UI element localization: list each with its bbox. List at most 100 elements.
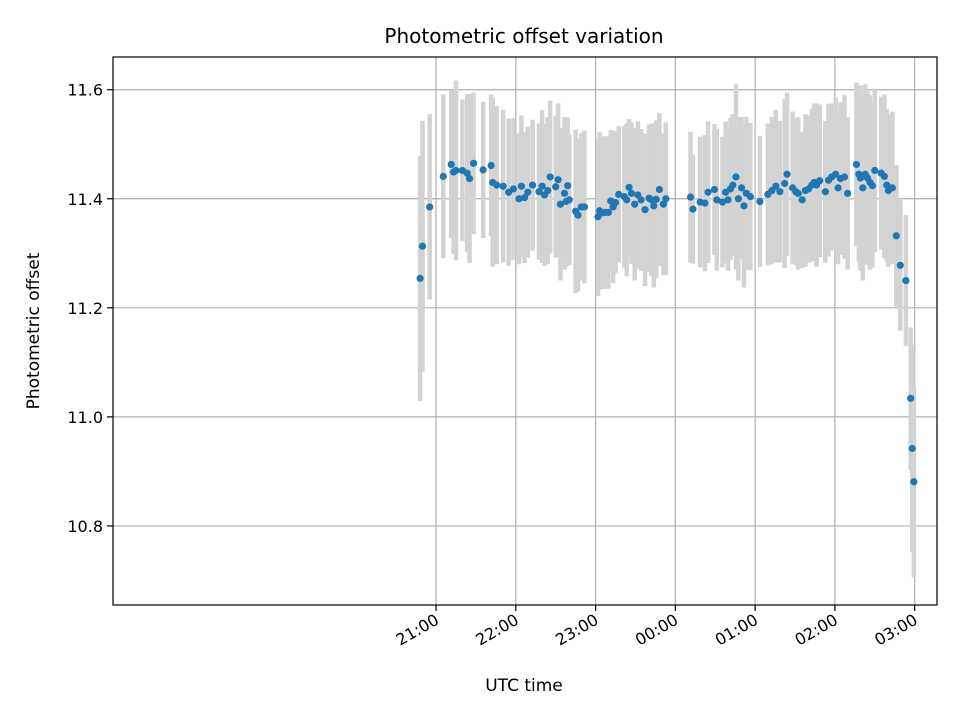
data-point (734, 195, 742, 203)
data-point (465, 174, 474, 183)
data-point (781, 179, 789, 188)
data-point (652, 195, 660, 203)
data-point (538, 182, 546, 190)
data-point (554, 176, 562, 184)
data-point (517, 182, 526, 190)
x-tick-label: 21:00 (393, 610, 442, 650)
data-point (746, 192, 754, 201)
data-point (883, 181, 891, 189)
data-point (499, 182, 507, 190)
x-tick-label: 23:00 (552, 610, 601, 650)
x-tick-label: 00:00 (632, 610, 681, 650)
data-point (479, 166, 487, 174)
data-point (907, 394, 915, 402)
data-point (631, 200, 639, 208)
data-point (902, 276, 910, 285)
data-point (713, 196, 721, 204)
data-point (783, 170, 791, 178)
data-point (710, 185, 719, 194)
data-point (452, 166, 460, 175)
data-point (565, 196, 573, 204)
plot-frame (112, 56, 938, 606)
data-point (650, 202, 658, 210)
data-point (662, 195, 670, 203)
data-point (892, 232, 900, 240)
data-point (493, 181, 501, 189)
data-point (659, 200, 667, 208)
y-tick-label: 11.4 (67, 190, 103, 209)
y-axis-ticks: 10.8 11.0 11.2 11.4 11.6 (67, 81, 113, 536)
data-point (704, 188, 712, 196)
data-point (544, 186, 552, 195)
data-point (718, 198, 727, 206)
data-point (732, 173, 740, 181)
data-point (447, 160, 455, 169)
data-point (515, 195, 523, 203)
data-points (416, 159, 918, 486)
data-point (840, 173, 849, 181)
data-point (816, 177, 824, 185)
x-tick-label: 01:00 (712, 610, 761, 650)
chart-title: Photometric offset variation (384, 24, 663, 48)
data-point (552, 183, 560, 191)
data-point (528, 181, 537, 189)
data-point (463, 169, 471, 177)
data-point (627, 189, 636, 197)
data-point (487, 161, 495, 170)
data-point (896, 261, 904, 269)
x-tick-label: 03:00 (871, 610, 920, 650)
data-point (832, 170, 840, 178)
data-point (724, 196, 732, 204)
data-point (560, 189, 569, 197)
data-point (821, 188, 829, 196)
data-point (910, 478, 918, 486)
data-point (556, 200, 565, 208)
data-point (580, 203, 589, 211)
data-point (888, 184, 896, 192)
data-point (859, 184, 867, 192)
y-tick-label: 11.2 (67, 299, 103, 318)
data-point (625, 183, 633, 191)
data-point (637, 196, 645, 204)
y-tick-label: 11.6 (67, 81, 103, 100)
data-point (418, 242, 427, 250)
data-point (794, 189, 802, 197)
data-point (880, 172, 888, 181)
data-point (615, 190, 623, 199)
data-point (686, 193, 695, 201)
data-point (729, 181, 737, 189)
data-point (574, 211, 582, 219)
x-tick-label: 02:00 (791, 610, 840, 650)
data-point (641, 206, 649, 214)
data-point (611, 198, 620, 207)
data-point (439, 172, 447, 181)
data-point (426, 203, 434, 211)
data-point (868, 182, 876, 190)
data-point (798, 196, 806, 204)
data-point (535, 188, 543, 196)
data-point (737, 184, 746, 192)
data-point (623, 196, 631, 204)
data-point (871, 166, 879, 175)
data-point (834, 184, 842, 192)
x-tick-label: 22:00 (472, 610, 521, 650)
data-point (689, 205, 697, 213)
x-axis-label: UTC time (485, 676, 563, 696)
data-point (564, 182, 572, 190)
data-point (776, 188, 784, 196)
data-point (701, 199, 709, 207)
data-point (655, 185, 664, 194)
data-point (546, 173, 554, 181)
data-point (852, 160, 861, 169)
data-point (416, 274, 424, 282)
data-point (521, 194, 529, 202)
error-bars (417, 80, 917, 578)
data-point (908, 444, 916, 453)
y-axis-label: Photometric offset (24, 252, 44, 409)
x-axis-ticks: 21:00 22:00 23:00 00:00 01:00 02:00 03:00 (393, 605, 921, 650)
data-point (844, 189, 852, 197)
data-point (740, 202, 748, 210)
data-point (756, 197, 764, 206)
data-point (469, 159, 478, 167)
